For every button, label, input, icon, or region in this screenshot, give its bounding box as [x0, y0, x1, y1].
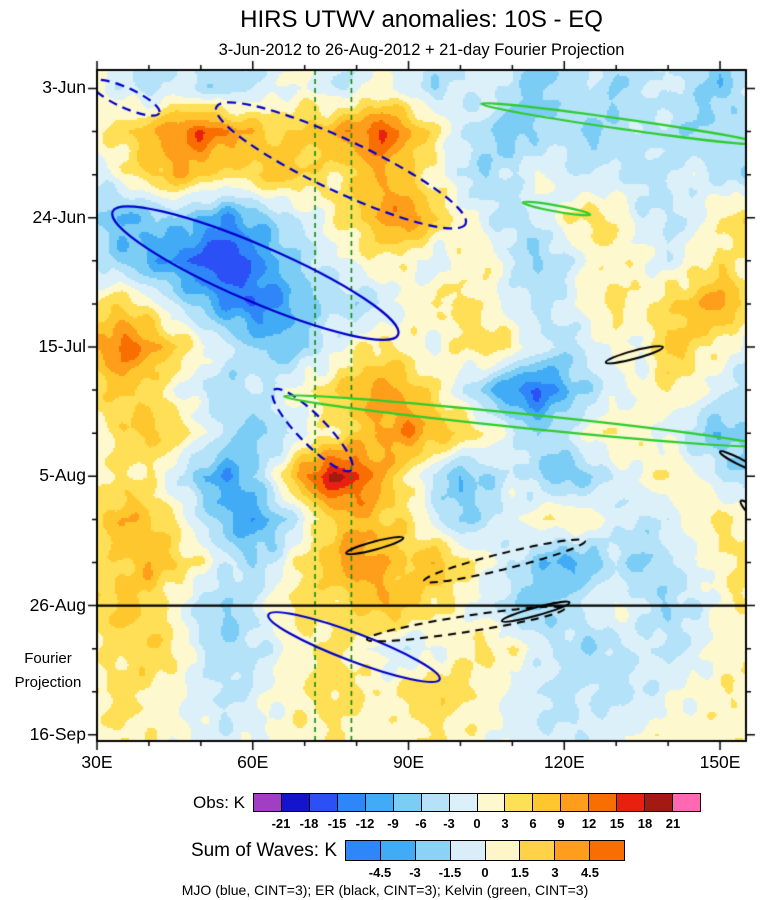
y-tick-label: 24-Jun [32, 206, 86, 227]
x-tick-label: 120E [543, 752, 585, 772]
colorbar-tick-label: -15 [327, 816, 347, 831]
colorbar-cell [309, 794, 338, 811]
y-tick-label: 3-Jun [42, 77, 86, 98]
y-tick-label: 5-Aug [39, 465, 86, 486]
obs-colorbar-label: Obs: K [193, 793, 245, 812]
colorbar-cell [365, 794, 394, 811]
colorbar-cell [380, 841, 416, 860]
colorbar-tick-label: 4.5 [580, 865, 600, 880]
colorbar-cell [533, 794, 562, 811]
colorbar-cell [555, 841, 591, 860]
y-tick-label: 16-Sep [29, 723, 86, 744]
colorbar-cell [450, 841, 486, 860]
colorbar-tick-label: 6 [529, 816, 537, 831]
colorbar-cell [590, 841, 624, 860]
colorbar-cell [393, 794, 422, 811]
colorbar-tick-label: 15 [609, 816, 625, 831]
chart-subtitle: 3-Jun-2012 to 26-Aug-2012 + 21-day Fouri… [218, 41, 625, 59]
colorbar-cell [645, 794, 674, 811]
y-tick-label: 15-Jul [38, 336, 86, 357]
colorbar-tick-label: -21 [271, 816, 291, 831]
colorbar-cell [346, 841, 381, 860]
colorbar-cell [561, 794, 590, 811]
colorbar-cell [485, 841, 521, 860]
colorbar-tick-label: -3 [443, 816, 455, 831]
colorbar-cell [421, 794, 450, 811]
colorbar-tick-label: 18 [637, 816, 653, 831]
colorbar-tick-label: -4.5 [368, 865, 392, 880]
x-tick-label: 60E [237, 752, 269, 772]
colorbar-tick-label: -18 [299, 816, 319, 831]
colorbar-cell [449, 794, 478, 811]
colorbar-cell [673, 794, 700, 811]
colorbar-cell [477, 794, 506, 811]
chart-title: HIRS UTWV anomalies: 10S - EQ [240, 6, 603, 33]
colorbar-cell [254, 794, 282, 811]
colorbar-tick-label: 0 [481, 865, 489, 880]
colorbar-tick-label: -9 [387, 816, 399, 831]
colorbar-tick-label: 21 [665, 816, 681, 831]
hovmoller-heatmap-canvas [0, 0, 770, 760]
colorbar-cell [617, 794, 646, 811]
colorbar-tick-label: -1.5 [438, 865, 462, 880]
colorbar-tick-label: -3 [409, 865, 421, 880]
colorbar-tick-label: -12 [355, 816, 375, 831]
colorbar-cell [415, 841, 451, 860]
colorbar-cell [589, 794, 618, 811]
obs-colorbar [253, 793, 701, 812]
fourier-label-line1: Fourier [24, 650, 72, 667]
x-tick-label: 30E [81, 752, 113, 772]
legend-caption: MJO (blue, CINT=3); ER (black, CINT=3); … [181, 882, 589, 898]
fourier-label-line2: Projection [14, 674, 82, 691]
colorbar-tick-label: 3 [551, 865, 559, 880]
colorbar-cell [520, 841, 556, 860]
colorbar-tick-label: 0 [473, 816, 481, 831]
waves-colorbar-label: Sum of Waves: K [190, 840, 337, 861]
colorbar-tick-label: -6 [415, 816, 427, 831]
colorbar-cell [281, 794, 310, 811]
colorbar-tick-label: 3 [501, 816, 509, 831]
colorbar-cell [337, 794, 366, 811]
x-tick-label: 150E [699, 752, 741, 772]
y-tick-label: 26-Aug [29, 594, 86, 615]
x-tick-label: 90E [392, 752, 425, 772]
colorbar-tick-label: 12 [581, 816, 597, 831]
colorbar-tick-label: 9 [557, 816, 565, 831]
colorbar-tick-label: 1.5 [510, 865, 530, 880]
colorbar-cell [505, 794, 534, 811]
waves-colorbar [345, 840, 625, 861]
